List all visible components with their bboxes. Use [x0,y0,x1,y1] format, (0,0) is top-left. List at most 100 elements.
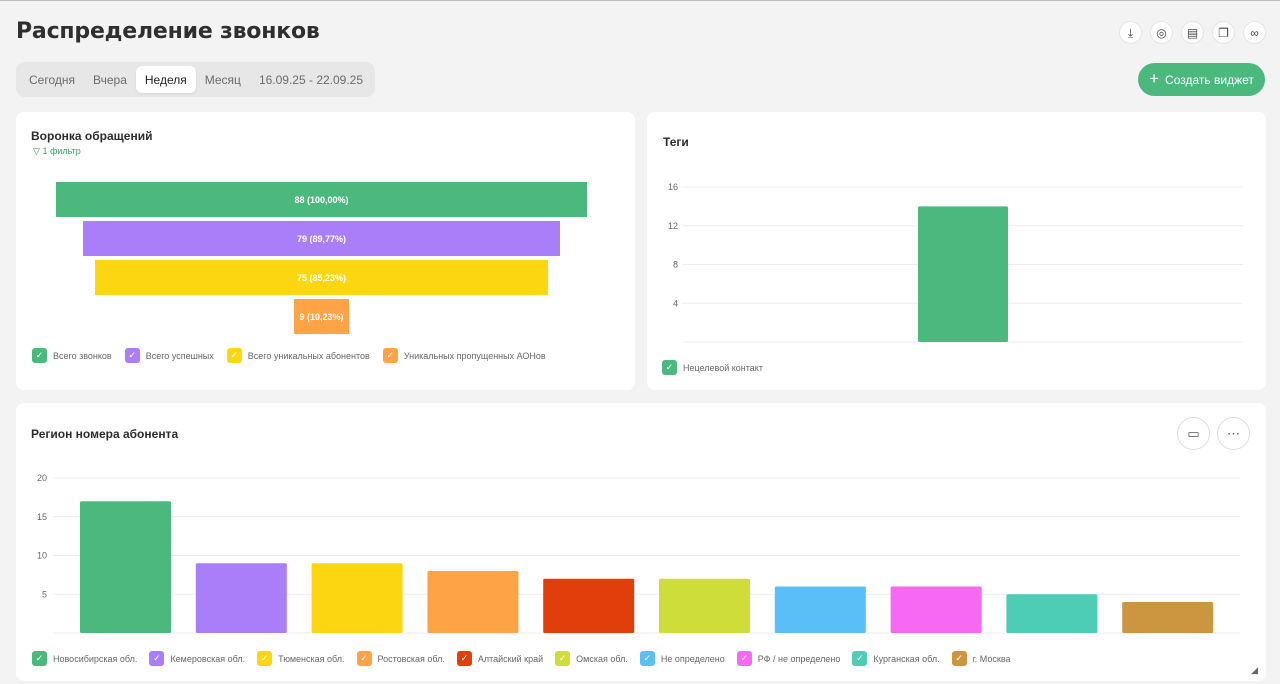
region-title: Регион номера абонента [31,427,179,441]
tab-date-range[interactable]: 16.09.25 - 22.09.25 [258,72,364,87]
create-widget-button[interactable]: + Создать виджет [1138,63,1265,96]
checkbox-icon[interactable]: ✓ [852,651,868,666]
region-legend-item[interactable]: ✓ Омская обл. [555,651,628,666]
legend-label: Новосибирская обл. [53,653,138,664]
region-legend-item[interactable]: ✓ Кемеровская обл. [149,651,245,666]
legend-label: Всего успешных [145,350,214,361]
funnel-bar[interactable]: 88 (100,00%) [56,182,587,217]
bar[interactable] [1122,602,1214,633]
checkbox-icon[interactable]: ✓ [356,651,372,666]
funnel-legend: ✓ Всего звонков ✓ Всего успешных ✓ Всего уник… [32,348,559,363]
checkbox-icon[interactable]: ✓ [951,651,967,666]
more-icon: ⋯ [1227,425,1240,441]
checkbox-icon[interactable]: ✓ [32,651,47,666]
region-legend-item[interactable]: ✓ Тюменская обл. [257,651,345,666]
region-legend-item[interactable]: ✓ Ростовская обл. [356,651,445,666]
tab-today[interactable]: Сегодня [29,72,75,87]
y-tick-label: 15 [37,512,47,522]
tags-legend: ✓ Нецелевой контакт [662,360,776,375]
link-icon[interactable]: ∞ [1243,21,1266,44]
bar[interactable] [774,586,866,634]
region-legend-item[interactable]: ✓ РФ / не определено [736,651,840,666]
filter-link[interactable]: ▽ 1 фильтр [33,146,81,157]
y-tick-label: 12 [668,221,678,231]
checkbox-icon[interactable]: ✓ [382,348,398,363]
header-actions: ⤓ ◎ ▤ ❐ ∞ [1119,21,1266,44]
resize-handle-icon[interactable]: ◢ [1251,665,1258,675]
comment-icon: ▭ [1187,425,1200,441]
y-tick-label: 4 [673,298,678,308]
legend-label: Нецелевой контакт [683,362,763,373]
y-tick-label: 16 [668,182,678,192]
download-icon[interactable]: ⤓ [1119,21,1142,44]
create-widget-label: Создать виджет [1165,72,1254,87]
y-tick-label: 5 [42,589,47,599]
legend-label: Уникальных пропущенных АОНов [403,350,546,361]
funnel-widget: Воронка обращений ▽ 1 фильтр 88 (100,00%… [16,112,635,390]
legend-label: Омская обл. [576,653,628,664]
bar[interactable] [890,586,982,634]
filter-icon: ▽ [33,146,40,156]
funnel-bar[interactable]: 79 (89,77%) [83,221,560,256]
bar[interactable] [543,578,635,633]
filter-label: 1 фильтр [42,146,81,156]
legend-label: Ростовская обл. [377,653,445,664]
checkbox-icon[interactable]: ✓ [124,348,140,363]
more-button[interactable]: ⋯ [1217,417,1250,450]
tags-widget: Теги 4 8 12 16 ✓ Нецелевой контакт [647,112,1266,390]
legend-label: Тюменская обл. [278,653,345,664]
checkbox-icon[interactable]: ✓ [736,651,752,666]
bar[interactable] [427,571,519,633]
legend-label: Кемеровская обл. [170,653,246,664]
checkbox-icon[interactable]: ✓ [555,651,571,666]
comment-button[interactable]: ▭ [1177,417,1210,450]
tab-yesterday[interactable]: Вчера [93,72,127,87]
funnel-legend-item[interactable]: ✓ Всего звонков [32,348,112,363]
page-title: Распределение звонков [16,19,320,44]
period-tabs: Сегодня Вчера Неделя Месяц 16.09.25 - 22… [16,62,376,97]
bar[interactable] [918,206,1008,342]
copy-icon[interactable]: ❐ [1212,21,1235,44]
bar[interactable] [1006,594,1098,633]
funnel-legend-item[interactable]: ✓ Уникальных пропущенных АОНов [382,348,546,363]
checkbox-icon[interactable]: ✓ [662,360,677,375]
tab-week[interactable]: Неделя [135,66,196,93]
y-tick-label: 10 [37,551,47,561]
checkbox-icon[interactable]: ✓ [257,651,273,666]
tags-title: Теги [663,135,689,149]
funnel-title: Воронка обращений [31,129,153,143]
region-legend-item[interactable]: ✓ Не определено [639,651,725,666]
checkbox-icon[interactable]: ✓ [639,651,655,666]
bar[interactable] [80,501,171,633]
region-legend-item[interactable]: ✓ г. Москва [951,651,1011,666]
legend-label: Курганская обл. [873,653,940,664]
document-icon[interactable]: ▤ [1181,21,1204,44]
legend-label: Всего уникальных абонентов [247,350,370,361]
funnel-bar[interactable]: 75 (85,23%) [95,260,548,295]
checkbox-icon[interactable]: ✓ [32,348,47,363]
bar[interactable] [195,563,287,633]
tags-legend-item[interactable]: ✓ Нецелевой контакт [662,360,763,375]
region-legend-item[interactable]: ✓ Алтайский край [456,651,544,666]
checkbox-icon[interactable]: ✓ [226,348,242,363]
legend-label: Алтайский край [477,653,544,664]
checkbox-icon[interactable]: ✓ [149,651,165,666]
bar[interactable] [659,578,750,633]
region-legend-item[interactable]: ✓ Новосибирская обл. [32,651,137,666]
region-chart: 5 10 15 20 [37,473,1240,634]
y-tick-label: 8 [673,260,678,270]
plus-icon: + [1149,69,1160,88]
region-legend-item[interactable]: ✓ Курганская обл. [852,651,940,666]
legend-label: Не определено [660,653,725,664]
funnel-legend-item[interactable]: ✓ Всего успешных [124,348,214,363]
funnel-bar[interactable]: 9 (10,23%) [294,299,349,334]
legend-label: Всего звонков [53,350,112,361]
y-tick-label: 20 [37,473,47,483]
tab-month[interactable]: Месяц [204,72,241,87]
target-icon[interactable]: ◎ [1150,21,1173,44]
region-legend: ✓ Новосибирская обл. ✓ Кемеровская обл. ✓ Тюм… [32,651,1023,666]
tags-chart: 4 8 12 16 [668,182,1243,343]
bar[interactable] [311,563,403,633]
checkbox-icon[interactable]: ✓ [456,651,472,666]
funnel-legend-item[interactable]: ✓ Всего уникальных абонентов [226,348,370,363]
